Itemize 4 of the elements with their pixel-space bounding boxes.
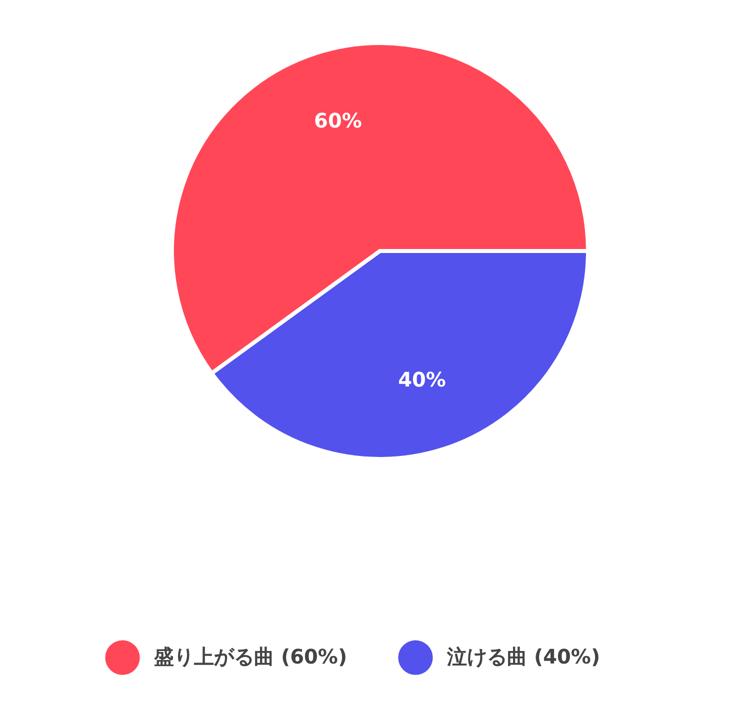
legend-label: 盛り上がる曲 (60%) — [153, 644, 348, 669]
data-label: 60% — [314, 108, 362, 133]
data-label: 40% — [398, 367, 446, 392]
legend-label: 泣ける曲 (40%) — [446, 644, 600, 669]
